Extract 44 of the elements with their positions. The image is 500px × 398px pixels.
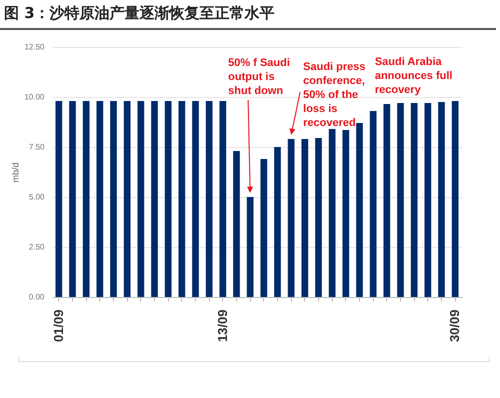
bar <box>178 101 186 297</box>
annotation: Saudi Arabia announces full recovery <box>374 55 454 97</box>
bar <box>55 101 62 297</box>
y-axis-title: mb/d <box>10 162 20 183</box>
bar <box>151 101 158 297</box>
y-tick-label: 0.00 <box>28 292 46 302</box>
bar <box>206 101 213 297</box>
bar <box>260 159 268 297</box>
bar <box>233 151 240 297</box>
bar <box>356 123 363 297</box>
bar <box>96 101 104 297</box>
bar <box>124 101 131 297</box>
x-tick-label: 01/09 <box>50 310 66 342</box>
bar <box>274 147 281 297</box>
bar <box>342 130 350 297</box>
annotation: Saudi press conference, 50% of the loss is recovered <box>303 61 366 129</box>
bar <box>288 139 295 297</box>
bar <box>452 101 459 297</box>
bar <box>410 103 418 297</box>
bar <box>82 101 90 297</box>
bar <box>438 102 445 297</box>
y-tick-label: 12.50 <box>24 42 46 52</box>
x-tick-label: 13/09 <box>214 310 230 342</box>
bar <box>164 101 172 297</box>
bar <box>315 138 322 297</box>
chart-title: 图 3：沙特原油产量逐渐恢复至正常水平 <box>4 4 275 23</box>
y-tick-label: 2.50 <box>28 242 46 252</box>
bar <box>192 101 199 297</box>
bar <box>110 101 117 297</box>
y-tick-label: 10.00 <box>24 92 46 102</box>
bar <box>424 103 432 297</box>
y-tick-label: 7.50 <box>28 142 46 152</box>
bar <box>69 101 76 297</box>
bar <box>137 101 144 297</box>
annotation: 50% f Saudi output is shut down <box>228 56 290 98</box>
bar <box>397 103 404 297</box>
bar <box>246 197 254 297</box>
bar <box>370 111 377 297</box>
bar <box>383 104 390 297</box>
y-tick-label: 5.00 <box>28 192 46 202</box>
bar <box>328 129 336 297</box>
bar <box>219 101 226 297</box>
bar <box>301 139 308 297</box>
x-tick-label: 30/09 <box>447 310 462 342</box>
